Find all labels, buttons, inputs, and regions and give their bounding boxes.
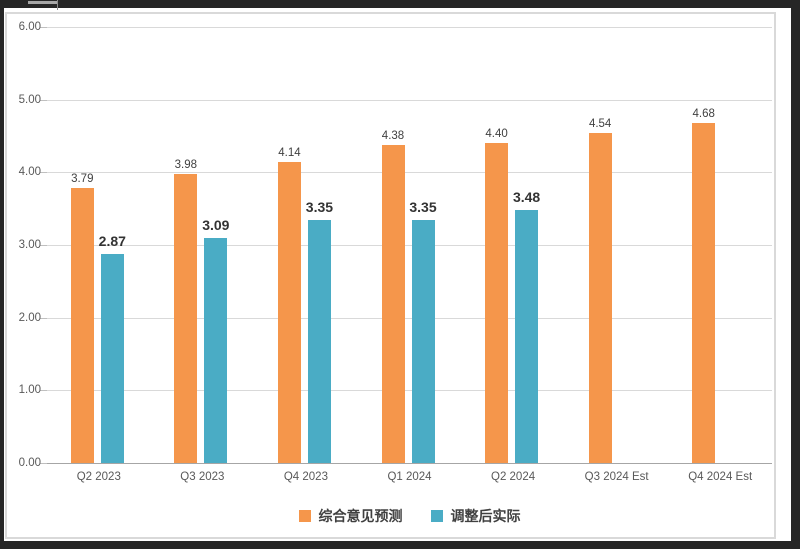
bar-actual (515, 210, 539, 463)
y-axis-label: 2.00 (18, 311, 41, 324)
window-frame-left (0, 0, 4, 549)
y-axis-tick (40, 317, 47, 319)
window-frame-top (0, 0, 800, 8)
window-frame-bottom (0, 541, 800, 549)
gridline (47, 99, 772, 101)
bar-forecast (381, 144, 405, 463)
bar-value-label: 4.38 (381, 129, 405, 142)
bar-forecast (485, 143, 509, 463)
x-axis-label: Q3 2023 (180, 471, 225, 483)
bar-value-label: 3.35 (409, 198, 437, 215)
y-axis-label: 3.00 (18, 239, 41, 251)
bar-value-label: 3.48 (512, 189, 541, 206)
bar-value-label: 4.54 (588, 118, 612, 131)
bar-forecast (692, 122, 716, 463)
bar-value-label: 4.40 (485, 128, 508, 141)
y-axis-tick (40, 172, 47, 174)
gridline (47, 245, 772, 246)
gridline (47, 172, 772, 174)
bar-forecast (70, 187, 94, 463)
bar-forecast (588, 133, 612, 463)
window-frame-tab-edge (57, 0, 58, 10)
legend-label-actual: 调整后实际 (450, 508, 521, 524)
bar-value-label: 3.98 (174, 158, 198, 171)
bar-actual (100, 254, 124, 463)
bar-value-label: 2.87 (98, 233, 126, 250)
bar-actual (307, 219, 331, 463)
x-axis-label: Q2 2024 (491, 471, 536, 483)
chart-legend: 综合意见预测 调整后实际 (47, 506, 772, 526)
y-axis-tick (40, 463, 47, 464)
legend-item-actual: 调整后实际 (430, 506, 521, 526)
y-axis-label: 4.00 (18, 166, 41, 179)
legend-swatch-actual (430, 510, 443, 522)
bar-actual (411, 219, 435, 463)
y-axis-tick (40, 27, 47, 28)
y-axis-tick (40, 99, 47, 101)
bar-forecast (277, 162, 301, 463)
legend-item-forecast: 综合意见预测 (298, 506, 403, 526)
bar-value-label: 3.09 (202, 217, 230, 234)
bar-actual (204, 238, 228, 463)
y-axis-label: 6.00 (18, 21, 41, 33)
gridline (47, 390, 772, 392)
x-axis-label: Q3 2024 Est (584, 471, 649, 483)
y-axis-tick (40, 245, 47, 246)
x-axis-label: Q4 2024 Est (688, 471, 753, 483)
bar-value-label: 3.35 (305, 198, 334, 215)
window-frame-right (791, 0, 800, 549)
x-axis-label: Q1 2024 (387, 471, 432, 483)
bar-value-label: 4.68 (692, 107, 715, 120)
legend-label-forecast: 综合意见预测 (318, 508, 403, 524)
gridline (47, 317, 772, 319)
y-axis-label: 1.00 (18, 384, 41, 397)
legend-swatch-forecast (298, 510, 311, 522)
y-axis-label: 0.00 (18, 457, 41, 469)
bar-forecast (174, 173, 198, 463)
y-axis-tick (40, 390, 47, 392)
gridline (47, 27, 772, 28)
x-axis-line (47, 463, 772, 464)
window-frame-tab (28, 1, 58, 4)
y-axis-label: 5.00 (18, 93, 41, 106)
bar-value-label: 3.79 (71, 172, 94, 185)
x-axis-label: Q2 2023 (76, 471, 121, 483)
bar-value-label: 4.14 (278, 147, 301, 160)
x-axis-label: Q4 2023 (283, 471, 328, 483)
